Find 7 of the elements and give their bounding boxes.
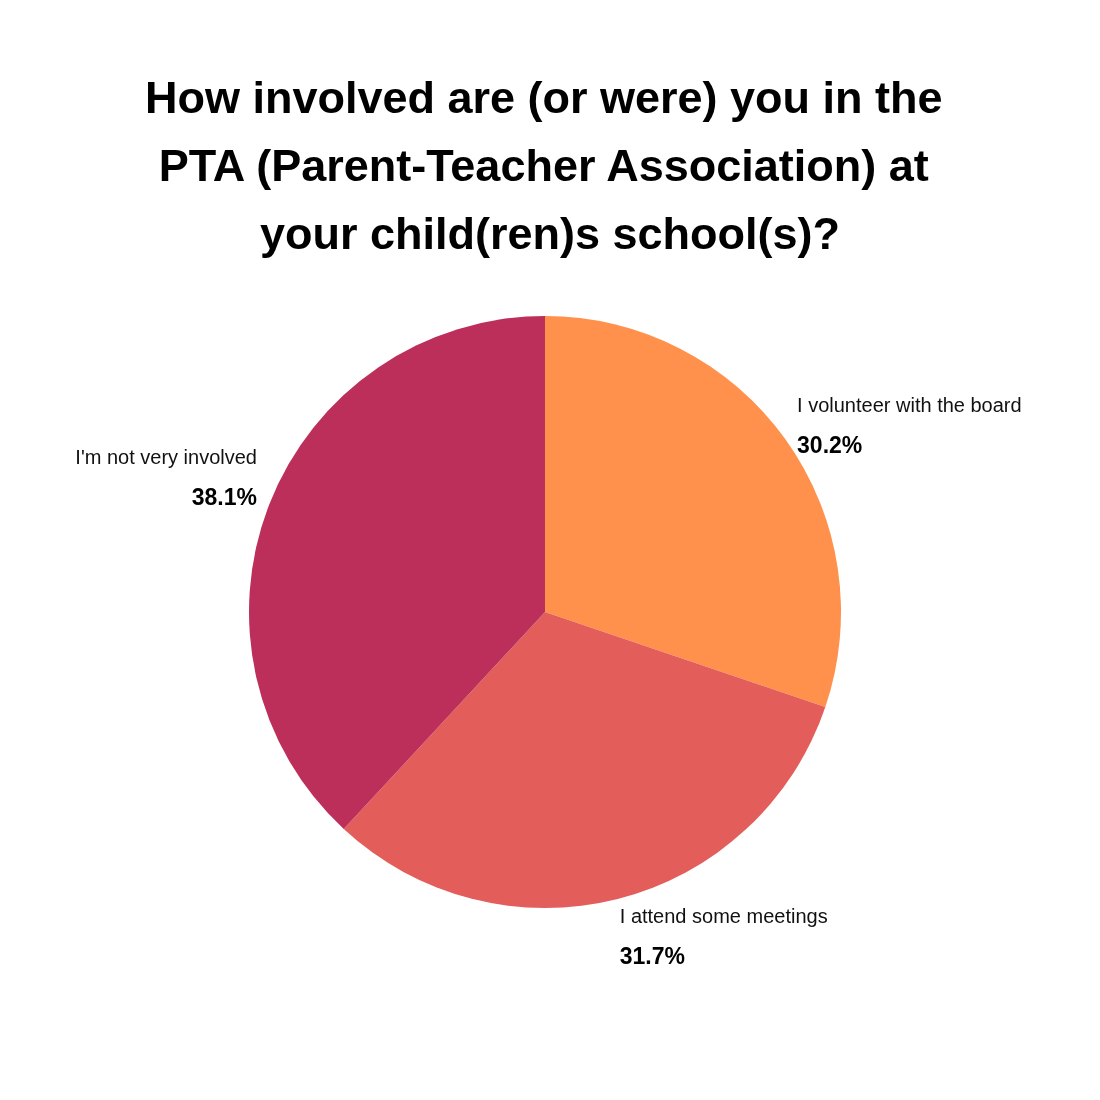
slice-label: I volunteer with the board (797, 393, 1022, 416)
data-label: 30.2% (797, 431, 863, 458)
chart-title: How involved are (or were) you in the PTA (Parent-Teacher Association) at your child(ren)s school(s)? (144, 71, 956, 259)
data-label: 31.7% (619, 942, 685, 969)
slice-label: I attend some meetings (619, 904, 828, 927)
data-label: 38.1% (191, 483, 257, 510)
slice-label: I'm not very involved (75, 445, 257, 468)
